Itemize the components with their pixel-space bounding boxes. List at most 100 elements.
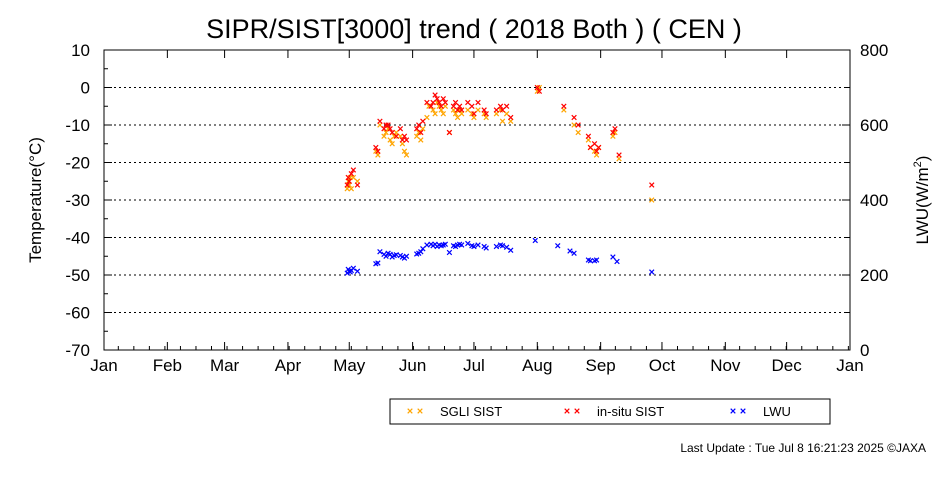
y-tick-label: 0 — [81, 79, 90, 98]
data-point — [424, 114, 430, 121]
data-point — [612, 126, 618, 132]
data-point — [503, 103, 510, 109]
data-point — [575, 129, 581, 136]
data-point — [536, 88, 543, 94]
data-point — [614, 258, 620, 265]
data-point — [383, 129, 389, 136]
data-point — [593, 257, 600, 263]
data-point — [373, 144, 379, 151]
data-point — [575, 122, 581, 128]
y-tick-label: -20 — [65, 154, 90, 173]
data-point — [399, 137, 406, 143]
data-point — [649, 269, 655, 275]
data-point — [587, 144, 594, 151]
data-point — [393, 252, 399, 258]
data-point — [393, 133, 399, 139]
data-point — [465, 107, 471, 113]
data-point — [348, 171, 355, 177]
data-point — [385, 122, 391, 128]
data-point — [424, 242, 430, 248]
data-point — [436, 99, 442, 106]
data-point — [344, 182, 350, 188]
data-point — [475, 242, 481, 248]
data-point — [561, 103, 567, 109]
x-tick-label: Nov — [710, 356, 741, 375]
data-point — [350, 167, 357, 173]
x-tick-label: Jan — [90, 356, 117, 375]
legend-label: LWU — [763, 404, 791, 419]
data-point — [440, 96, 447, 102]
data-point — [350, 265, 357, 271]
data-point — [430, 99, 436, 106]
y-tick-label: 10 — [71, 41, 90, 60]
data-point — [442, 241, 449, 247]
data-point — [430, 107, 436, 113]
data-point — [442, 99, 449, 106]
data-point — [383, 122, 389, 128]
data-point — [585, 133, 592, 139]
data-point — [503, 111, 510, 117]
legend-marker — [740, 408, 746, 414]
data-point — [375, 148, 381, 154]
data-point — [454, 114, 461, 121]
data-point — [418, 137, 424, 143]
data-point — [377, 249, 383, 255]
data-point — [483, 245, 489, 251]
data-point — [493, 107, 500, 113]
data-point — [375, 260, 381, 266]
data-point — [403, 253, 410, 259]
y-tick-label: -70 — [65, 341, 90, 360]
data-point — [413, 126, 420, 132]
data-point — [456, 103, 463, 109]
y2-tick-label: 600 — [860, 116, 888, 135]
data-point — [450, 103, 457, 109]
y-axis-label: Temperature(°C) — [26, 137, 45, 263]
y-axis-left: 10 0 -10 -20 -30 -40 -50 -60 -70 — [65, 41, 112, 360]
data-point — [465, 99, 471, 106]
data-point — [499, 118, 506, 124]
data-point — [469, 103, 475, 109]
data-point — [649, 182, 655, 188]
legend-marker — [417, 408, 423, 414]
data-point — [434, 96, 440, 102]
data-point — [403, 152, 410, 158]
legend-marker — [564, 408, 570, 414]
x-tick-label: Jul — [463, 356, 485, 375]
data-point — [416, 129, 422, 136]
data-point — [610, 129, 616, 136]
x-tick-label: Aug — [522, 356, 552, 375]
data-point — [465, 240, 471, 247]
data-point — [483, 111, 489, 117]
data-point — [420, 246, 426, 252]
data-point — [610, 254, 616, 260]
legend-label: in-situ SIST — [597, 404, 664, 419]
y-tick-label: -40 — [65, 229, 90, 248]
data-point — [348, 186, 355, 192]
legend-marker — [574, 408, 580, 414]
data-point — [458, 107, 465, 113]
last-update-text: Last Update : Tue Jul 8 16:21:23 2025 ©J… — [680, 441, 926, 455]
data-point — [475, 107, 481, 113]
data-point — [454, 107, 461, 113]
data-point — [387, 126, 393, 132]
data-point — [418, 129, 424, 136]
data-points — [344, 84, 655, 276]
y2-axis-label-main: LWU(W/m — [913, 167, 932, 244]
data-point — [391, 133, 397, 139]
data-point — [432, 92, 438, 98]
data-point — [591, 141, 598, 147]
data-point — [397, 133, 404, 139]
data-point — [499, 243, 506, 249]
data-point — [401, 148, 408, 154]
data-point — [424, 99, 430, 106]
y2-tick-label: 200 — [860, 266, 888, 285]
y2-axis-label-sup: 2 — [912, 161, 924, 167]
data-point — [571, 114, 577, 121]
y-tick-label: -50 — [65, 266, 90, 285]
x-tick-label: Mar — [210, 356, 240, 375]
data-point — [471, 111, 477, 117]
data-point — [587, 258, 594, 264]
data-point — [389, 141, 395, 147]
data-point — [507, 114, 514, 121]
data-point — [377, 118, 383, 124]
